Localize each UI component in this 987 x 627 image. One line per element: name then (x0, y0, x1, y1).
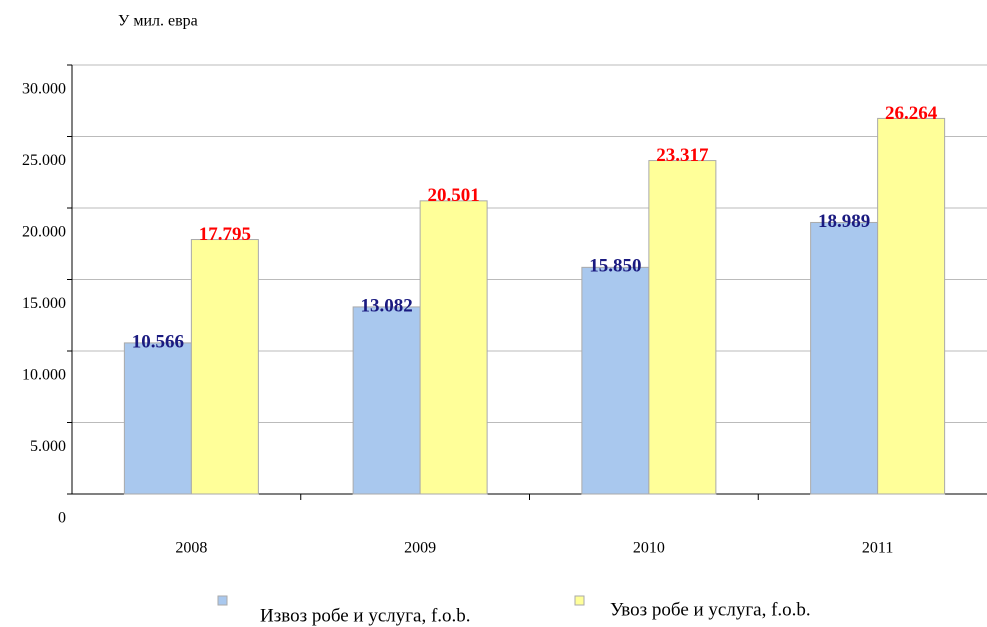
bar (810, 221, 879, 495)
bar (419, 200, 488, 495)
data-label: 10.566 (132, 331, 184, 352)
data-label: 26.264 (885, 103, 938, 124)
data-label: 18.989 (818, 211, 870, 232)
legend-swatch (574, 595, 585, 606)
legend-label: Извоз робе и услуга, f.o.b. (260, 605, 471, 626)
bar (581, 266, 650, 495)
x-tick-label: 2011 (862, 540, 893, 557)
legend-swatch (217, 595, 228, 606)
x-tick-label: 2008 (175, 540, 207, 557)
y-tick-label: 0 (58, 510, 66, 527)
bar (352, 306, 421, 495)
data-label: 20.501 (428, 185, 480, 206)
y-tick-label: 20.000 (22, 224, 66, 241)
data-label: 15.850 (589, 256, 641, 277)
data-label: 17.795 (199, 224, 251, 245)
y-tick-label: 30.000 (22, 81, 66, 98)
legend-label: Увоз робе и услуга, f.o.b. (610, 599, 811, 620)
data-label: 23.317 (656, 145, 709, 166)
y-axis-label: У мил. евра (118, 13, 198, 30)
bar (648, 160, 717, 495)
bar (190, 239, 259, 495)
bar (877, 117, 946, 495)
x-tick-label: 2010 (633, 540, 665, 557)
data-label: 13.082 (361, 295, 413, 316)
y-tick-label: 10.000 (22, 367, 66, 384)
bar (123, 342, 192, 495)
y-tick-label: 15.000 (22, 295, 66, 312)
y-tick-label: 25.000 (22, 152, 66, 169)
y-tick-label: 5.000 (30, 438, 66, 455)
x-tick-label: 2009 (404, 540, 436, 557)
